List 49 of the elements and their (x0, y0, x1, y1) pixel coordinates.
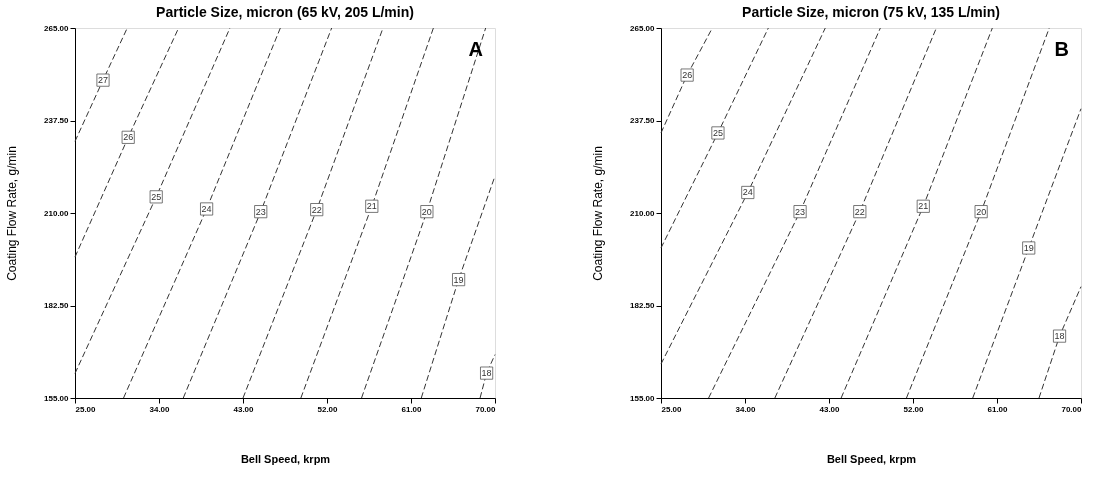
x-tick-label: 70.00 (1061, 404, 1083, 414)
x-tick-label: 43.00 (233, 404, 255, 414)
x-tick-label: 43.00 (819, 404, 841, 414)
x-tick-label: 34.00 (735, 404, 757, 414)
series-label: 21 (918, 201, 929, 212)
x-tick-label: 61.00 (401, 404, 423, 414)
y-tick-label: 182.50 (44, 301, 70, 310)
series-label: 27 (97, 75, 109, 86)
y-tick-label: 155.00 (44, 393, 70, 403)
series-label: 26 (682, 70, 693, 81)
y-tick-label: 210.00 (630, 208, 656, 218)
series-label: 26 (123, 132, 134, 143)
x-axis-title: Bell Speed, krpm (240, 452, 331, 465)
y-axis-title: Coating Flow Rate, g/min (591, 146, 606, 281)
x-tick-label: 70.00 (475, 404, 497, 414)
series-label: 19 (453, 274, 464, 285)
y-tick-label: 237.50 (630, 116, 656, 125)
series-label: 18 (1054, 331, 1065, 342)
series-label: 24 (201, 203, 212, 214)
series-label: 25 (151, 191, 162, 202)
annotation: B (1054, 38, 1069, 60)
series-label: 19 (1023, 242, 1034, 253)
x-tick-label: 34.00 (149, 404, 171, 414)
series-label: 25 (712, 127, 723, 138)
y-tick-label: 265.00 (44, 23, 70, 33)
series-label: 24 (742, 187, 753, 198)
y-tick-label: 155.00 (630, 393, 656, 403)
chart-title: Particle Size, micron (75 kV, 135 L/min) (742, 4, 1000, 20)
y-tick-label: 210.00 (44, 208, 70, 218)
series-label: 20 (421, 206, 432, 217)
annotation: A (468, 38, 483, 60)
series-label: 23 (255, 206, 266, 217)
x-axis-title: Bell Speed, krpm (826, 452, 917, 465)
x-tick-label: 52.00 (317, 404, 339, 414)
series-label: 21 (366, 201, 377, 212)
x-tick-label: 61.00 (987, 404, 1009, 414)
y-tick-label: 237.50 (44, 116, 70, 125)
x-tick-label: 52.00 (903, 404, 925, 414)
chart-title: Particle Size, micron (65 kV, 205 L/min) (156, 4, 414, 20)
series-label: 18 (481, 368, 492, 379)
y-axis-title: Coating Flow Rate, g/min (5, 146, 20, 281)
series-label: 20 (976, 206, 987, 217)
y-tick-label: 265.00 (630, 23, 656, 33)
y-tick-label: 182.50 (630, 301, 656, 310)
x-tick-label: 25.00 (75, 404, 97, 414)
series-label: 22 (311, 204, 322, 215)
series-label: 22 (854, 206, 865, 217)
x-tick-label: 25.00 (661, 404, 683, 414)
series-label: 23 (795, 206, 806, 217)
